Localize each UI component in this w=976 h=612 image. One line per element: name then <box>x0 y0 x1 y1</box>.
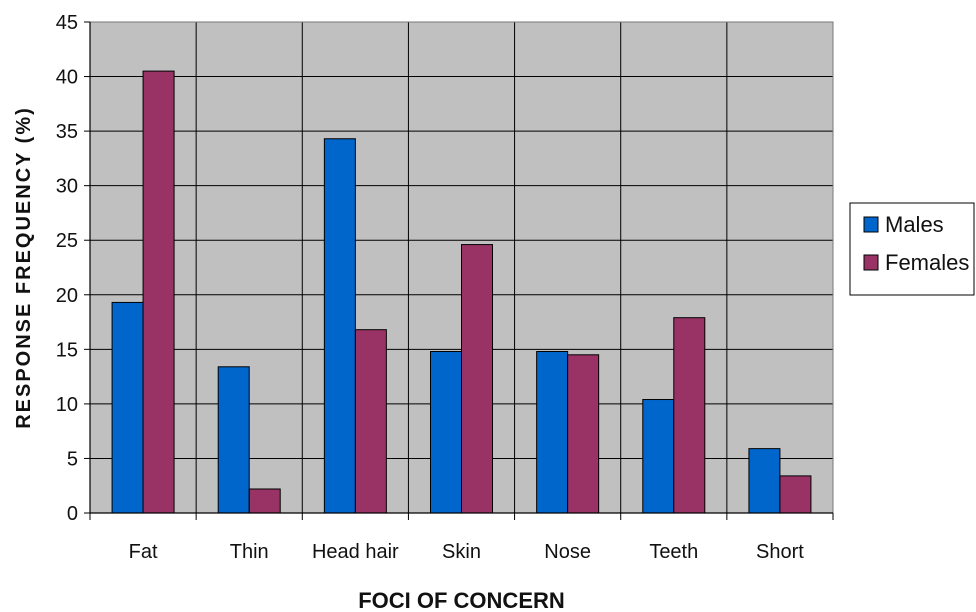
axes <box>89 21 834 514</box>
bar-females-teeth <box>673 317 706 514</box>
bar-females-fat <box>142 70 175 514</box>
legend-swatch-males <box>863 216 879 233</box>
y-tick-label: 25 <box>56 230 78 252</box>
legend-label-females: Females <box>885 250 969 275</box>
legend: Males Females <box>849 202 975 296</box>
bar-females-nose <box>567 354 600 514</box>
x-tick-label: Head hair <box>312 541 399 563</box>
bar-males-teeth <box>642 399 675 514</box>
x-axis-ticks: Fat Thin Head hair Skin Nose Teeth Short <box>89 513 834 563</box>
y-axis-title: RESPONSE FREQUENCY (%) <box>13 106 35 429</box>
y-tick-label: 30 <box>56 176 78 198</box>
y-tick-label: 45 <box>56 12 78 34</box>
x-axis-title: FOCI OF CONCERN <box>358 588 565 612</box>
y-tick-label: 35 <box>56 121 78 143</box>
bar-males-short <box>748 448 781 514</box>
legend-swatch-females <box>863 254 879 271</box>
x-tick-label: Teeth <box>649 541 698 563</box>
x-tick-label: Fat <box>129 541 158 563</box>
y-tick-label: 15 <box>56 339 78 361</box>
bar-females-short <box>779 475 812 514</box>
bar-females-thin <box>248 488 281 514</box>
bar-males-skin <box>430 351 462 514</box>
bar-females-head-hair <box>354 329 387 514</box>
x-tick-label: Thin <box>230 541 269 563</box>
y-tick-label: 20 <box>56 285 78 307</box>
x-tick-label: Short <box>756 541 804 563</box>
y-axis-ticks: 0 5 10 15 20 25 30 35 40 45 <box>56 12 90 525</box>
legend-label-males: Males <box>885 212 944 237</box>
x-tick-label: Skin <box>442 541 481 563</box>
y-tick-label: 40 <box>56 67 78 89</box>
bars <box>111 70 812 514</box>
bar-males-nose <box>536 351 569 514</box>
bar-females-skin <box>461 244 493 514</box>
y-tick-label: 10 <box>56 394 78 416</box>
y-tick-label: 5 <box>67 448 78 470</box>
x-tick-label: Nose <box>544 541 591 563</box>
bar-males-thin <box>217 366 250 514</box>
bar-males-fat <box>111 301 144 514</box>
bar-males-head-hair <box>323 138 356 514</box>
y-tick-label: 0 <box>67 503 78 525</box>
